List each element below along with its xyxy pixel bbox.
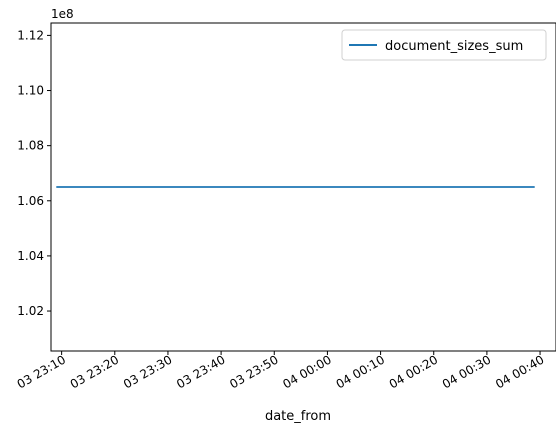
y-tick-label: 1.10 bbox=[17, 84, 44, 98]
y-tick-label: 1.06 bbox=[17, 194, 44, 208]
x-tick-label: 04 00:00 bbox=[280, 352, 333, 391]
y-tick-label: 1.04 bbox=[17, 249, 44, 263]
x-tick-label: 04 00:40 bbox=[493, 352, 546, 391]
x-tick-label: 04 00:20 bbox=[387, 352, 440, 391]
legend: document_sizes_sum bbox=[341, 29, 547, 61]
x-tick-label: 03 23:40 bbox=[174, 352, 227, 391]
y-axis-ticks: 1.02 1.04 1.06 1.08 1.10 1.12 bbox=[17, 28, 51, 318]
x-tick-label: 03 23:10 bbox=[15, 352, 68, 391]
y-tick-label: 1.12 bbox=[17, 28, 44, 42]
x-tick-label: 03 23:20 bbox=[68, 352, 121, 391]
x-tick-label: 04 00:30 bbox=[440, 352, 493, 391]
legend-box bbox=[341, 29, 547, 61]
legend-label: document_sizes_sum bbox=[385, 39, 523, 54]
x-tick-label: 04 00:10 bbox=[334, 352, 387, 391]
x-tick-label: 03 23:50 bbox=[227, 352, 280, 391]
x-tick-label: 03 23:30 bbox=[121, 352, 174, 391]
x-axis-label: date_from bbox=[265, 409, 331, 424]
y-tick-label: 1.02 bbox=[17, 304, 44, 318]
y-tick-label: 1.08 bbox=[17, 139, 44, 153]
x-axis-ticks: 03 23:10 03 23:20 03 23:30 03 23:40 03 23:50… bbox=[15, 351, 547, 391]
y-scale-label: 1e8 bbox=[51, 7, 74, 21]
